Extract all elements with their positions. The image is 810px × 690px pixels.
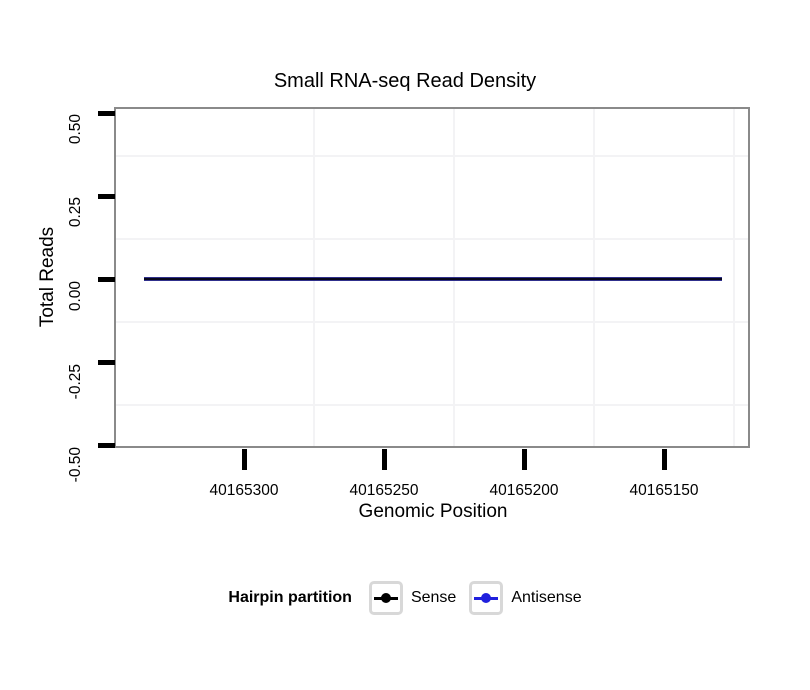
- y-tick-label: -0.25: [67, 364, 84, 400]
- x-tick-label: 40165200: [489, 482, 559, 499]
- x-axis-tick: [662, 449, 667, 470]
- legend-label-sense: Sense: [410, 589, 457, 606]
- minor-gridline-horizontal: [116, 238, 748, 240]
- y-axis-title: Total Reads: [37, 226, 58, 328]
- y-axis-tick: [98, 194, 115, 199]
- x-axis-title: Genomic Position: [358, 501, 508, 522]
- x-tick-label: 40165150: [629, 482, 699, 499]
- y-tick-label: 0.25: [67, 197, 84, 228]
- y-axis-tick: [98, 443, 115, 448]
- x-axis-tick: [382, 449, 387, 470]
- y-tick-label: 0.50: [67, 114, 84, 145]
- legend-key-sense: [368, 581, 403, 615]
- minor-gridline-horizontal: [116, 404, 748, 406]
- legend-label-antisense: Antisense: [511, 589, 582, 606]
- y-axis-tick: [98, 111, 115, 116]
- legend-title: Hairpin partition: [228, 589, 352, 606]
- legend: Hairpin partition Sense Antisense: [0, 579, 810, 617]
- x-tick-label: 40165300: [209, 482, 279, 499]
- y-tick-label: 0.00: [67, 281, 84, 312]
- x-axis-tick: [242, 449, 247, 470]
- x-tick-label: 40165250: [349, 482, 419, 499]
- plot-panel: [114, 107, 750, 448]
- antisense-point-icon: [481, 593, 492, 603]
- minor-gridline-vertical: [733, 109, 735, 446]
- y-axis-tick: [98, 360, 115, 365]
- legend-key-antisense: [469, 581, 504, 615]
- y-axis-tick: [98, 277, 115, 282]
- minor-gridline-horizontal: [116, 155, 748, 157]
- y-tick-label: -0.50: [67, 447, 84, 483]
- x-axis-tick: [522, 449, 527, 470]
- sense-point-icon: [380, 593, 391, 603]
- chart-title: Small RNA-seq Read Density: [273, 70, 537, 92]
- reads-zero-line-series: [144, 277, 722, 281]
- minor-gridline-horizontal: [116, 321, 748, 323]
